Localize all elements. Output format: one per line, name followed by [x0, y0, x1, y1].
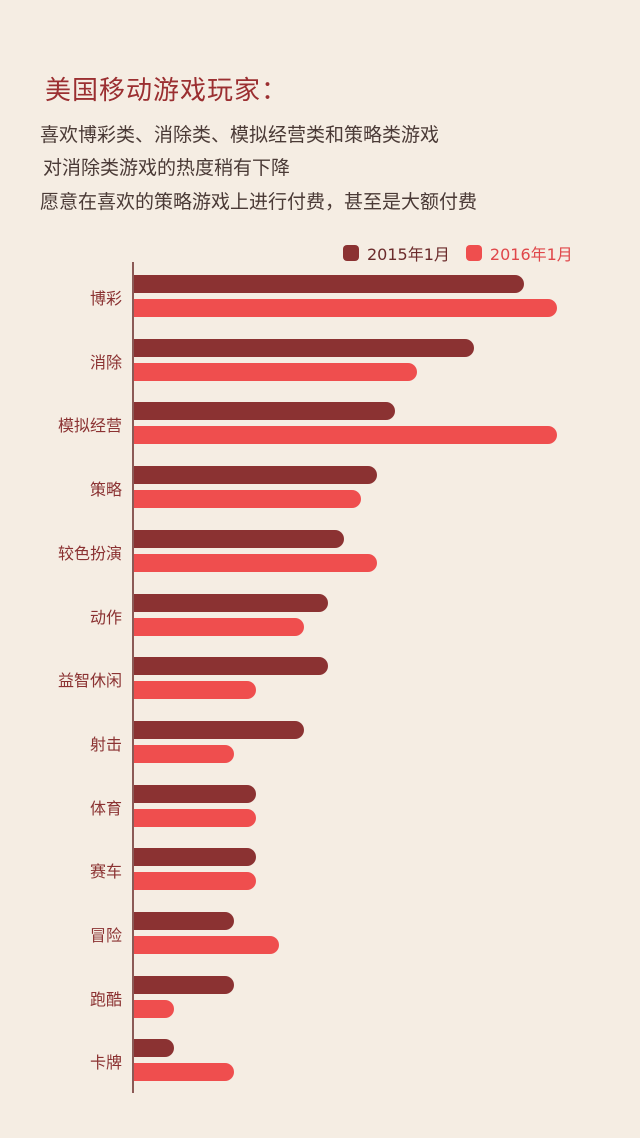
category-label: 冒险	[89, 926, 122, 945]
bar-2015	[134, 1039, 174, 1058]
category-label: 较色扮演	[57, 543, 122, 563]
bar-2015	[134, 402, 395, 421]
category-label: 赛车	[89, 862, 122, 882]
legend-label-2016: 2016年1月	[489, 245, 573, 264]
bar-group: 模拟经营	[0, 402, 640, 446]
bar-2015	[134, 593, 328, 612]
category-label: 体育	[89, 798, 122, 818]
bar-2016	[134, 362, 417, 381]
bar-2015	[134, 466, 377, 485]
legend-swatch-2015	[343, 245, 359, 261]
bar-group: 动作	[0, 593, 640, 638]
legend-item-2016: 2016年1月	[465, 241, 573, 265]
bar-2016	[134, 299, 557, 317]
legend-item-2015: 2015年1月	[343, 241, 450, 265]
bar-group: 卡牌	[0, 1039, 640, 1083]
category-label: 卡牌	[89, 1053, 122, 1073]
chart-legend: 2015年1月 2016年1月	[343, 241, 589, 265]
legend-swatch-2016	[465, 245, 482, 261]
bar-group: 赛车	[0, 848, 640, 892]
summary-line-1: 喜欢博彩类、消除类、模拟经营类和策略类游戏	[40, 124, 440, 146]
category-label: 模拟经营	[57, 416, 122, 436]
bar-2016	[134, 617, 304, 636]
bar-2016	[134, 999, 174, 1018]
bar-2016	[134, 553, 377, 572]
bar-group: 冒险	[0, 912, 640, 956]
bar-2016	[134, 936, 279, 954]
summary-line-3: 愿意在喜欢的策略游戏上进行付费，甚至是大额付费	[40, 191, 478, 213]
bar-group: 体育	[0, 784, 640, 829]
bar-2015	[134, 275, 524, 293]
bar-group: 博彩	[0, 275, 640, 319]
category-label: 消除	[89, 352, 122, 372]
bar-group: 跑酷	[0, 975, 640, 1020]
bar-2016	[134, 1063, 234, 1082]
bar-2016	[134, 426, 557, 445]
bar-2015	[134, 657, 328, 676]
bar-2016	[134, 808, 256, 827]
bar-2016	[134, 744, 234, 763]
category-label: 策略	[89, 480, 122, 500]
legend-label-2015: 2015年1月	[367, 245, 450, 264]
bar-2015	[134, 720, 304, 739]
bar-group: 射击	[0, 720, 640, 765]
bar-2015	[134, 848, 256, 867]
bar-2015	[134, 529, 344, 548]
bar-2016	[134, 872, 256, 891]
page-title: 美国移动游戏玩家：	[45, 76, 289, 106]
bar-2016	[134, 681, 256, 700]
category-label: 博彩	[89, 289, 122, 308]
y-axis-line	[132, 262, 134, 1093]
summary-line-2: 对消除类游戏的热度稍有下降	[43, 157, 291, 179]
category-label: 益智休闲	[57, 671, 122, 691]
bar-2015	[134, 338, 474, 357]
bar-2015	[134, 975, 234, 994]
bar-group: 益智休闲	[0, 657, 640, 701]
category-label: 动作	[89, 607, 122, 627]
bar-2015	[134, 784, 256, 803]
bar-2015	[134, 912, 234, 930]
bar-group: 策略	[0, 466, 640, 510]
bar-group: 较色扮演	[0, 529, 640, 574]
bar-group: 消除	[0, 338, 640, 383]
category-label: 射击	[89, 734, 122, 754]
bar-2016	[134, 490, 361, 509]
category-label: 跑酷	[89, 989, 122, 1009]
